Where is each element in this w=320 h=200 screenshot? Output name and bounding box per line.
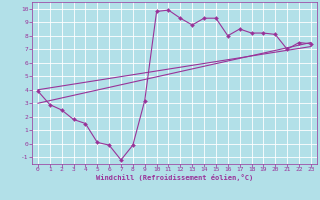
- X-axis label: Windchill (Refroidissement éolien,°C): Windchill (Refroidissement éolien,°C): [96, 174, 253, 181]
